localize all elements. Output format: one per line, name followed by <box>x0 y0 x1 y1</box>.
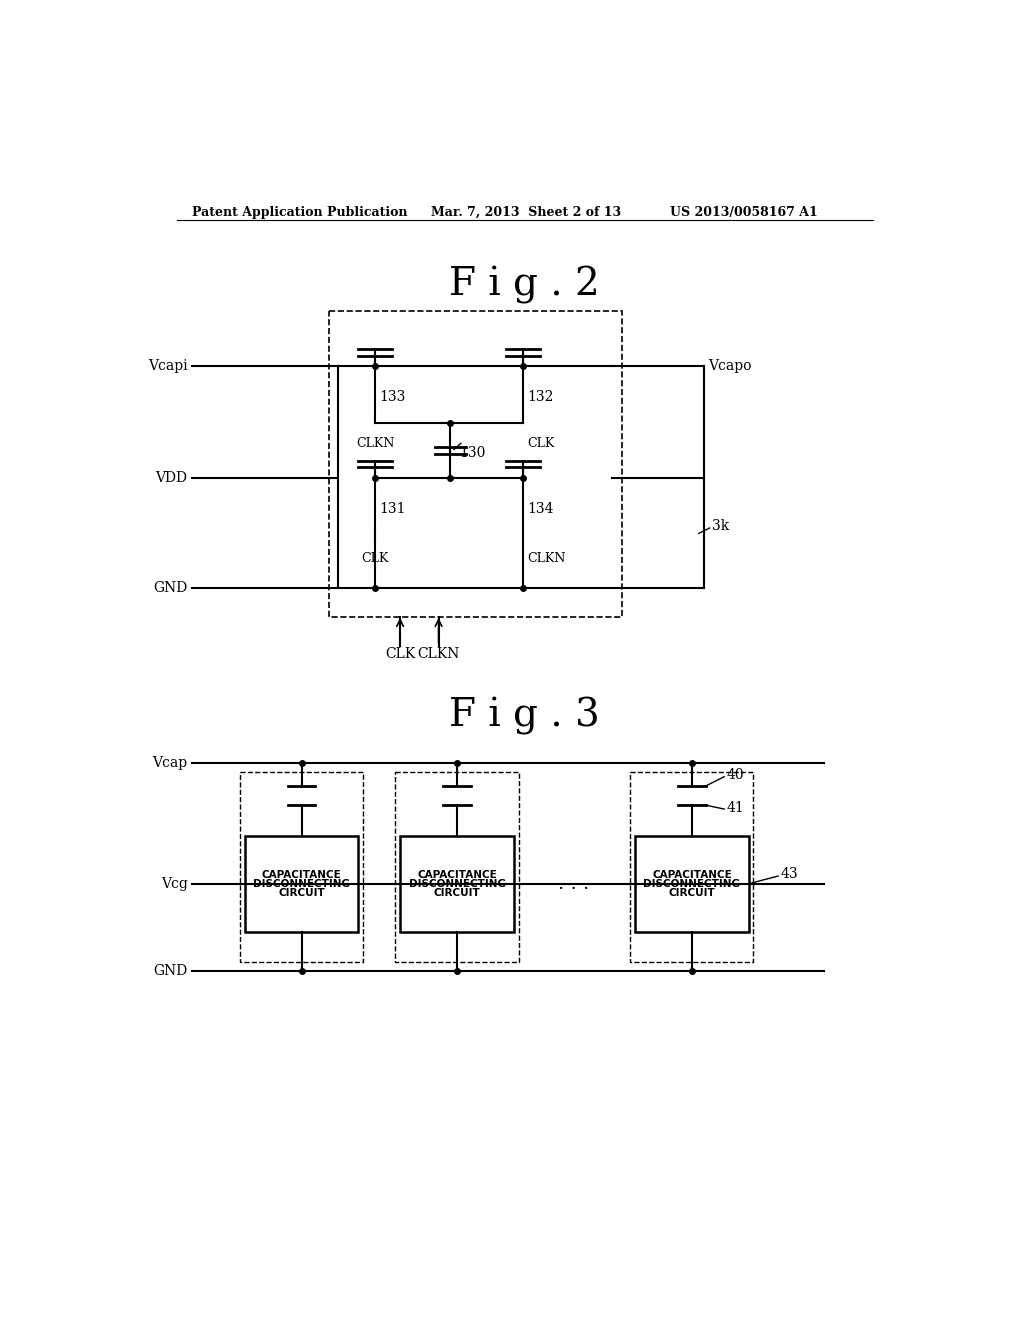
Text: CAPACITANCE: CAPACITANCE <box>652 870 732 879</box>
Text: . . .: . . . <box>558 875 590 892</box>
Text: CLKN: CLKN <box>527 552 565 565</box>
Text: 41: 41 <box>727 800 744 814</box>
Text: CIRCUIT: CIRCUIT <box>279 888 325 898</box>
Text: Vcapo: Vcapo <box>708 359 752 374</box>
Text: Mar. 7, 2013  Sheet 2 of 13: Mar. 7, 2013 Sheet 2 of 13 <box>431 206 621 219</box>
Text: CIRCUIT: CIRCUIT <box>434 888 480 898</box>
Text: 133: 133 <box>379 391 406 404</box>
Text: Vcg: Vcg <box>161 876 187 891</box>
Text: Vcap: Vcap <box>153 756 187 770</box>
Text: F i g . 3: F i g . 3 <box>450 697 600 735</box>
Text: Patent Application Publication: Patent Application Publication <box>193 206 408 219</box>
Text: CLK: CLK <box>361 552 389 565</box>
Text: VDD: VDD <box>156 471 187 484</box>
Text: CLKN: CLKN <box>418 647 460 661</box>
Text: Vcapi: Vcapi <box>147 359 187 374</box>
Text: GND: GND <box>154 581 187 595</box>
Text: CAPACITANCE: CAPACITANCE <box>261 870 341 879</box>
Text: 130: 130 <box>460 446 485 459</box>
Text: 43: 43 <box>780 867 798 882</box>
Text: 131: 131 <box>379 502 406 516</box>
Text: CAPACITANCE: CAPACITANCE <box>417 870 497 879</box>
Text: CIRCUIT: CIRCUIT <box>669 888 716 898</box>
Text: GND: GND <box>154 964 187 978</box>
Text: CLK: CLK <box>385 647 415 661</box>
Text: DISCONNECTING: DISCONNECTING <box>409 879 506 888</box>
Text: US 2013/0058167 A1: US 2013/0058167 A1 <box>670 206 817 219</box>
Text: 40: 40 <box>727 768 744 783</box>
Text: DISCONNECTING: DISCONNECTING <box>253 879 350 888</box>
Text: 3k: 3k <box>712 520 729 533</box>
Text: DISCONNECTING: DISCONNECTING <box>643 879 740 888</box>
Text: CLK: CLK <box>527 437 554 450</box>
Text: 134: 134 <box>527 502 554 516</box>
Text: 132: 132 <box>527 391 554 404</box>
Text: F i g . 2: F i g . 2 <box>450 267 600 304</box>
Text: CLKN: CLKN <box>356 437 394 450</box>
